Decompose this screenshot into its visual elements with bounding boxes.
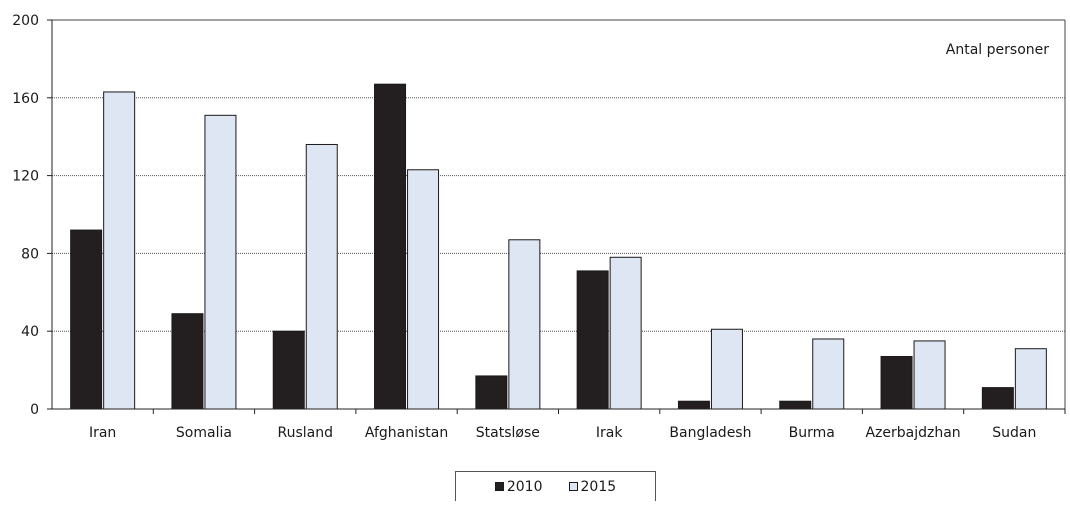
legend-swatch-2010 [494,482,504,491]
bar-2010-statsløse [475,375,508,410]
legend-swatch-2015 [568,482,578,491]
x-tick-label: Irak [596,425,623,441]
y-tick-label: 40 [21,324,39,340]
bar-2010-sudan [981,387,1014,410]
bar-2015-bangladesh [710,328,743,410]
bar-2015-burma [812,338,845,410]
bar-2015-irak [609,256,642,410]
bar-2010-bangladesh [677,400,710,410]
x-tick-label: Somalia [176,425,232,441]
bar-2010-rusland [272,330,305,410]
y-tick-label: 200 [12,13,39,29]
bar-2015-azerbajdzhan [913,340,946,410]
bar-2010-somalia [171,313,204,410]
bars [70,83,1047,410]
x-tick-label: Statsløse [476,425,540,441]
legend: 2010 2015 [455,471,656,501]
legend-item-2010: 2010 [494,478,543,495]
legend-item-2015: 2015 [568,478,617,495]
x-tick-label: Rusland [278,425,334,441]
bar-2010-burma [779,400,812,410]
bar-2015-iran [103,91,136,410]
x-tick-label: Afghanistan [365,425,448,441]
legend-label-2015: 2015 [580,478,617,495]
gridlines [52,19,1066,409]
y-tick-label: 80 [21,246,39,262]
bar-2015-somalia [204,114,237,410]
bar-2010-irak [576,270,609,410]
bar-2015-statsløse [508,239,541,410]
y-tick-label: 0 [30,402,39,418]
bar-2015-afghanistan [407,169,440,410]
x-tick-label: Iran [89,425,116,441]
bar-2010-azerbajdzhan [880,355,913,410]
bar-2015-rusland [305,143,338,410]
legend-label-2010: 2010 [506,478,543,495]
axes: 0 40 80 120 160 200 Iran Somalia Rusland Afghanis… [12,13,1066,441]
x-tick-label: Burma [789,425,835,441]
annotation-label: Antal personer [946,42,1049,58]
x-tick-label: Sudan [992,425,1036,441]
bar-2010-iran [70,229,103,410]
x-tick-label: Bangladesh [669,425,751,441]
bar-2010-afghanistan [374,83,407,410]
bar-2015-sudan [1014,348,1047,410]
x-tick-label: Azerbajdzhan [865,425,960,441]
y-tick-label: 160 [12,91,39,107]
y-tick-label: 120 [12,169,39,185]
